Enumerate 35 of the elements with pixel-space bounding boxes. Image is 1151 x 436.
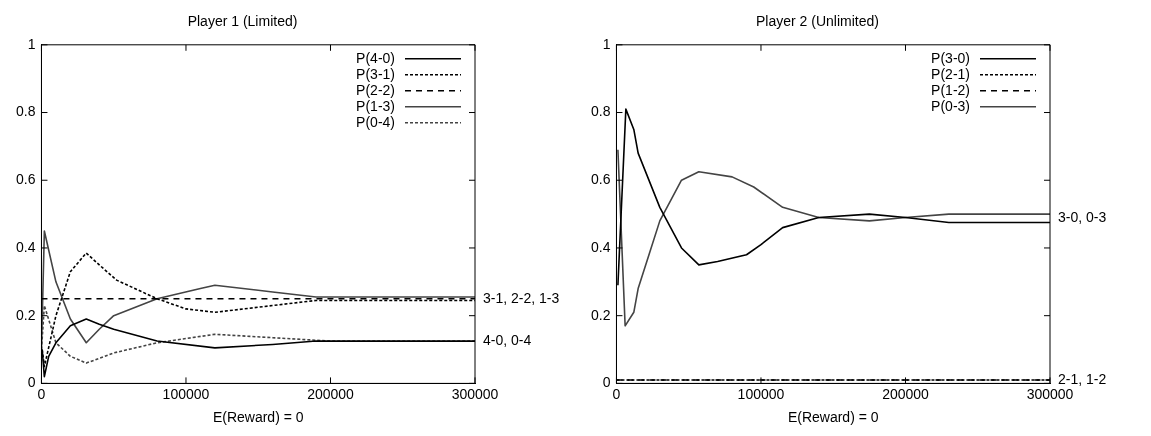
legend-label: P(3-0) [931, 49, 970, 66]
y-tick-label: 0.4 [590, 238, 611, 255]
x-tick-label: 300000 [1026, 385, 1074, 402]
text: 3-0, 0-3 [1058, 209, 1107, 226]
y-tick-label: 1 [27, 35, 36, 52]
text: 3-1, 2-2, 1-3 [483, 289, 560, 306]
text: 4-0, 0-4 [483, 331, 532, 348]
x-axis-title: E(Reward) = 0 [212, 409, 304, 426]
chart-title: Player 1 (Limited) [187, 13, 298, 30]
y-tick-label: 1 [602, 35, 611, 52]
legend-label: P(4-0) [356, 49, 395, 66]
y-tick-label: 0.6 [15, 171, 36, 188]
legend-label: P(0-3) [931, 97, 970, 114]
y-tick-label: 0.8 [15, 103, 36, 120]
y-tick-label: 0.2 [15, 306, 36, 323]
chart-title: Player 2 (Unlimited) [756, 13, 879, 30]
x-axis-title: E(Reward) = 0 [787, 409, 879, 426]
y-tick-label: 0 [27, 374, 36, 391]
x-tick-label: 100000 [737, 385, 785, 402]
y-tick-label: 0.8 [590, 103, 611, 120]
y-tick-label: 0.4 [15, 238, 36, 255]
legend-label: P(2-2) [356, 81, 395, 98]
x-tick-label: 200000 [307, 385, 355, 402]
legend-label: P(1-3) [356, 97, 395, 114]
y-tick-label: 0.6 [590, 171, 611, 188]
x-tick-label: 200000 [882, 385, 930, 402]
text: 2-1, 1-2 [1058, 370, 1107, 387]
legend-label: P(3-1) [356, 65, 395, 82]
y-tick-label: 0.2 [590, 306, 611, 323]
x-tick-label: 300000 [451, 385, 499, 402]
legend-label: P(1-2) [931, 81, 970, 98]
x-tick-label: 100000 [162, 385, 210, 402]
legend-label: P(2-1) [931, 65, 970, 82]
y-tick-label: 0 [602, 374, 611, 391]
legend-label: P(0-4) [356, 113, 395, 130]
